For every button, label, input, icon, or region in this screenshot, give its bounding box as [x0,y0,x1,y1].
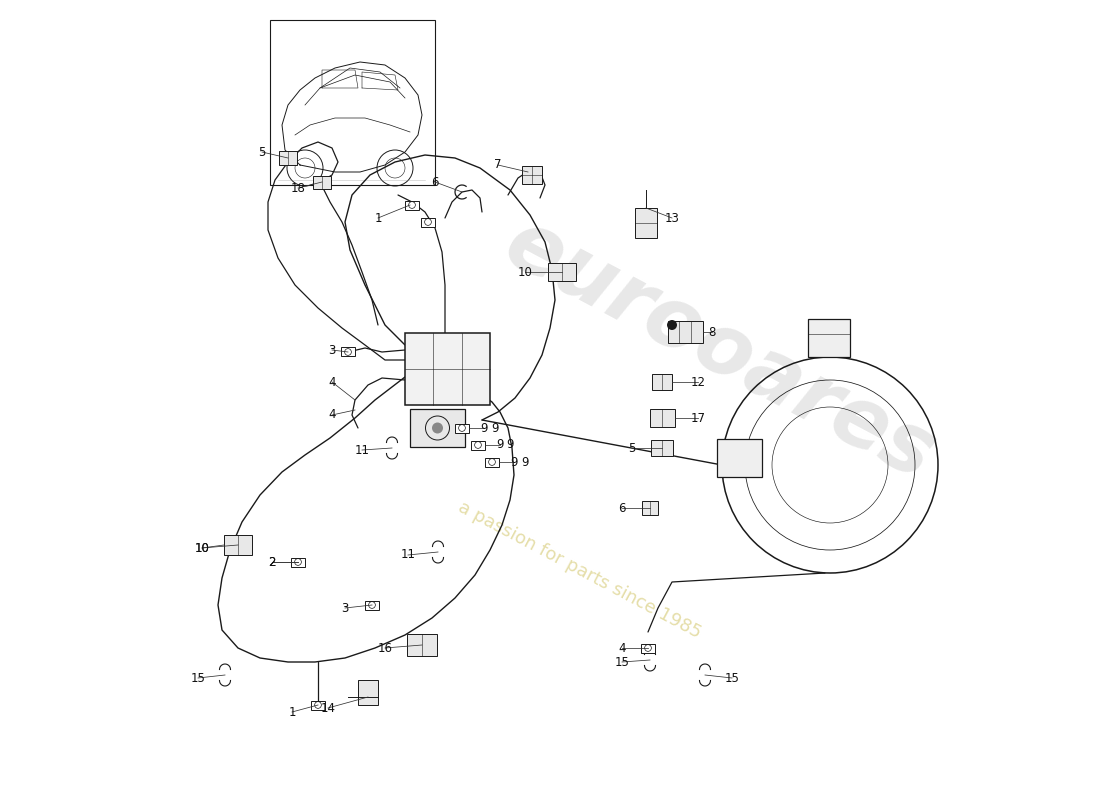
Text: 10: 10 [518,266,532,278]
Text: 9: 9 [510,455,518,469]
FancyBboxPatch shape [717,439,762,477]
Text: 3: 3 [341,602,349,614]
FancyBboxPatch shape [808,319,850,357]
Circle shape [667,320,676,330]
Text: 6: 6 [431,175,439,189]
Text: 16: 16 [377,642,393,654]
FancyBboxPatch shape [405,201,419,210]
FancyBboxPatch shape [421,218,434,226]
FancyBboxPatch shape [365,601,380,610]
Text: a passion for parts since 1985: a passion for parts since 1985 [455,498,705,642]
FancyBboxPatch shape [341,347,355,357]
Text: 5: 5 [258,146,266,158]
Text: 11: 11 [354,443,370,457]
Text: 11: 11 [400,549,416,562]
Text: 2: 2 [268,555,276,569]
Text: 10: 10 [195,542,209,554]
Text: 1: 1 [374,211,382,225]
Text: 8: 8 [708,326,716,338]
FancyBboxPatch shape [548,263,576,281]
Text: 10: 10 [195,542,209,554]
FancyBboxPatch shape [651,440,673,456]
FancyBboxPatch shape [292,558,305,566]
Text: 9: 9 [521,455,529,469]
Text: 13: 13 [664,211,680,225]
FancyBboxPatch shape [279,151,297,165]
FancyBboxPatch shape [314,175,331,189]
Text: 14: 14 [320,702,336,714]
Text: 18: 18 [290,182,306,194]
FancyBboxPatch shape [405,333,490,405]
Circle shape [432,422,443,434]
Text: 9: 9 [496,438,504,451]
Text: 17: 17 [691,411,705,425]
Text: 1: 1 [288,706,296,718]
FancyBboxPatch shape [270,20,434,185]
FancyBboxPatch shape [649,409,674,427]
FancyBboxPatch shape [635,208,657,238]
Text: 5: 5 [628,442,636,454]
FancyBboxPatch shape [668,321,703,343]
FancyBboxPatch shape [652,374,672,390]
Text: 4: 4 [328,409,336,422]
Text: 9: 9 [506,438,514,451]
FancyBboxPatch shape [410,409,465,447]
Text: 9: 9 [481,422,487,434]
FancyBboxPatch shape [641,643,654,653]
Text: 4: 4 [328,375,336,389]
Text: eurooares: eurooares [492,202,948,498]
Text: 2: 2 [268,555,276,569]
FancyBboxPatch shape [311,701,324,710]
FancyBboxPatch shape [224,535,252,555]
FancyBboxPatch shape [407,634,437,656]
FancyBboxPatch shape [471,441,485,450]
FancyBboxPatch shape [642,501,658,515]
Text: 15: 15 [190,671,206,685]
FancyBboxPatch shape [485,458,499,466]
Text: 3: 3 [328,343,336,357]
FancyBboxPatch shape [522,166,542,184]
Text: 6: 6 [618,502,626,514]
Text: 15: 15 [725,671,739,685]
Text: 7: 7 [494,158,502,171]
FancyBboxPatch shape [358,680,378,705]
Text: 15: 15 [615,655,629,669]
Text: 9: 9 [492,422,498,434]
Text: 4: 4 [618,642,626,654]
FancyBboxPatch shape [455,423,469,433]
Text: 12: 12 [691,375,705,389]
